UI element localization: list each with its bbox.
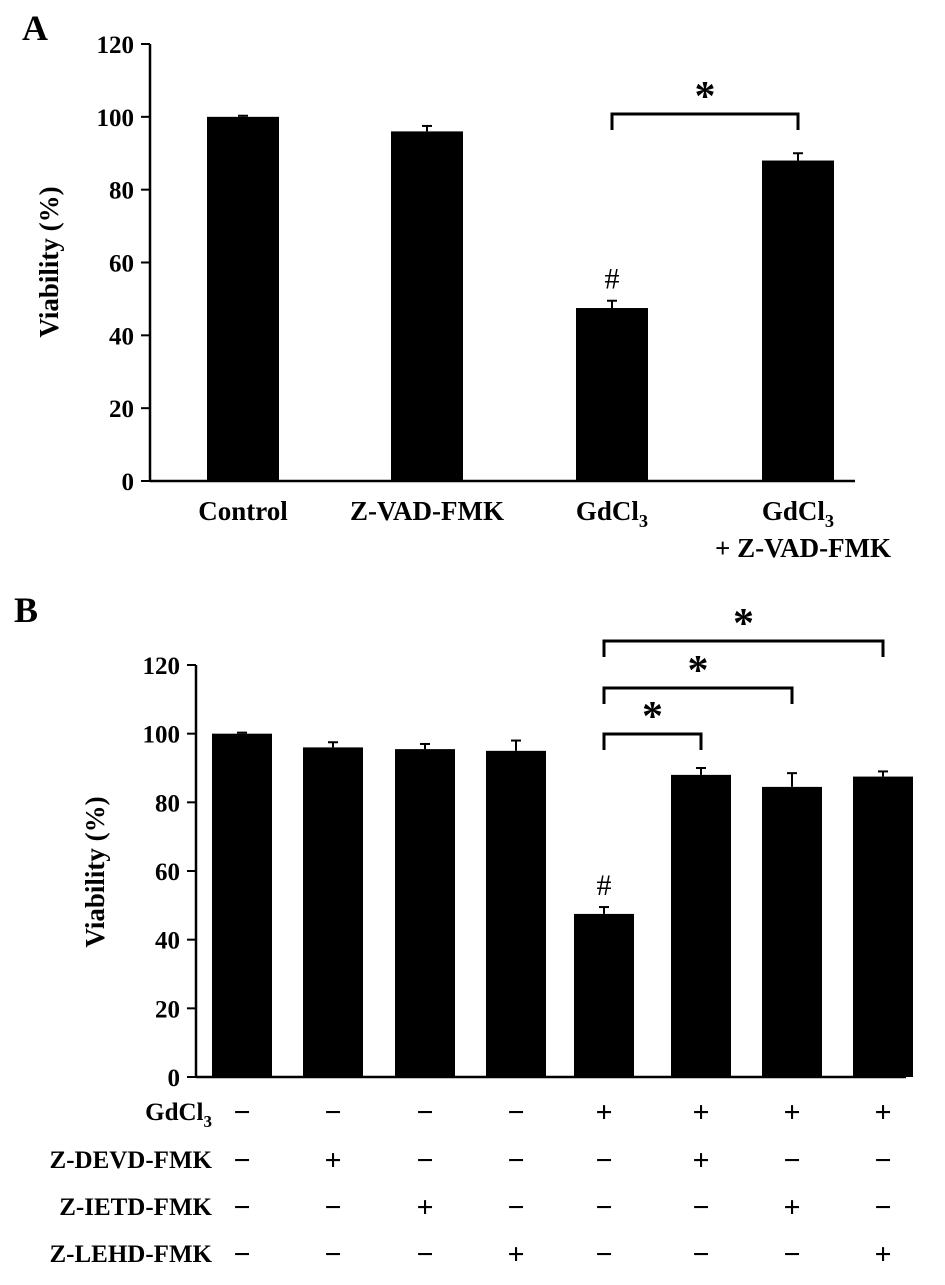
b-condition-sign: − <box>416 1096 433 1129</box>
a-category-label-line2: + Z-VAD-FMK <box>715 533 891 563</box>
b-condition-sign: + <box>783 1191 800 1224</box>
b-bar <box>574 913 634 1077</box>
b-condition-sign: − <box>595 1144 612 1177</box>
panel-a-bars <box>207 116 834 482</box>
b-condition-row-label: Z-LEHD-FMK <box>50 1241 213 1268</box>
a-bracket-asterisk: * <box>695 74 716 120</box>
a-y-tick-label: 60 <box>109 251 134 278</box>
a-category-label: Z-VAD-FMK <box>350 496 504 526</box>
b-comparison-bracket <box>602 639 885 657</box>
panel-a-chart: A Viability (%) 0 20 40 60 80 100 120 # * Cont… <box>22 8 891 563</box>
panel-b-error-bars <box>237 731 888 914</box>
b-condition-row-label: Z-IETD-FMK <box>59 1194 212 1221</box>
b-y-tick-label: 100 <box>143 722 181 749</box>
b-condition-sign: − <box>692 1191 709 1224</box>
b-y-tick-label: 120 <box>143 653 181 680</box>
b-condition-sign: − <box>324 1191 341 1224</box>
panel-a-error-bars <box>238 114 803 309</box>
panel-b-axes <box>194 665 906 1079</box>
b-condition-sign: + <box>507 1238 524 1271</box>
panel-a-letter: A <box>22 8 48 48</box>
b-y-tick-label: 60 <box>155 859 180 886</box>
a-y-tick-label: 40 <box>109 323 134 350</box>
panel-b-letter: B <box>14 590 38 630</box>
a-bar <box>576 308 648 481</box>
a-category-label: Control <box>198 496 288 526</box>
b-bar <box>212 733 272 1077</box>
b-condition-sign: − <box>233 1191 250 1224</box>
panel-b-y-axis-label: Viability (%) <box>80 796 110 947</box>
b-y-tick-label: 80 <box>155 790 180 817</box>
b-condition-row-label: GdCl3 <box>145 1099 212 1131</box>
a-y-tick-label: 80 <box>109 178 134 205</box>
b-condition-sign: − <box>692 1238 709 1271</box>
b-y-tick-label: 0 <box>168 1065 181 1092</box>
panel-a-markers: # <box>605 263 620 296</box>
b-condition-sign: − <box>783 1238 800 1271</box>
b-comparison-bracket <box>602 732 703 750</box>
panel-b-chart: B Viability (%) 0 20 40 60 80 100 120 # * * * Gd… <box>14 590 913 1271</box>
b-condition-sign: − <box>595 1238 612 1271</box>
panel-a-y-axis-label: Viability (%) <box>34 186 64 337</box>
b-condition-sign: − <box>233 1238 250 1271</box>
b-condition-sign: − <box>507 1096 524 1129</box>
b-condition-row-label: Z-DEVD-FMK <box>50 1147 213 1174</box>
b-condition-sign: − <box>507 1191 524 1224</box>
panel-b-bars <box>212 733 913 1077</box>
a-significance-marker: # <box>605 263 620 296</box>
b-condition-sign: + <box>416 1191 433 1224</box>
a-comparison-bracket <box>610 112 800 130</box>
b-condition-sign: − <box>783 1144 800 1177</box>
b-condition-sign: + <box>874 1238 891 1271</box>
b-condition-sign: + <box>783 1096 800 1129</box>
panel-a-category-labels: Control Z-VAD-FMK GdCl3 GdCl3+ Z-VAD-FMK <box>198 496 891 563</box>
b-y-tick-label: 20 <box>155 996 180 1023</box>
a-y-tick-label: 20 <box>109 396 134 423</box>
b-bar <box>486 750 546 1077</box>
b-bar <box>671 774 731 1077</box>
b-y-tick-label: 40 <box>155 928 180 955</box>
b-condition-sign: − <box>233 1096 250 1129</box>
b-condition-sign: − <box>233 1144 250 1177</box>
a-y-tick-label: 0 <box>122 469 135 496</box>
b-condition-sign: − <box>324 1238 341 1271</box>
panel-a-axes <box>148 44 855 483</box>
b-bar <box>303 747 363 1077</box>
a-bar <box>762 160 834 482</box>
b-bracket-asterisk: * <box>688 648 709 694</box>
b-condition-sign: − <box>874 1191 891 1224</box>
a-y-tick-label: 120 <box>97 32 135 59</box>
b-condition-sign: + <box>595 1096 612 1129</box>
b-condition-sign: + <box>874 1096 891 1129</box>
b-condition-sign: − <box>507 1144 524 1177</box>
panel-b-y-ticks: 0 20 40 60 80 100 120 <box>143 653 196 1092</box>
a-bar <box>391 131 463 481</box>
b-bar <box>762 786 822 1077</box>
a-category-label: GdCl3 <box>576 496 648 531</box>
b-bar <box>395 749 455 1077</box>
b-bar <box>853 776 913 1077</box>
panel-b-brackets: * * * <box>602 601 885 750</box>
b-condition-sign: + <box>692 1096 709 1129</box>
b-comparison-bracket <box>602 686 794 704</box>
b-bracket-asterisk: * <box>733 601 754 647</box>
b-condition-sign: − <box>874 1144 891 1177</box>
b-condition-sign: − <box>416 1144 433 1177</box>
panel-b-condition-table: GdCl3− − − − + + + +Z-DEVD-FMK − + − − − + − −Z-IETD-FM… <box>50 1096 892 1271</box>
b-condition-sign: − <box>324 1096 341 1129</box>
a-category-label: GdCl3 <box>762 496 834 531</box>
a-bar <box>207 116 279 481</box>
b-condition-sign: + <box>692 1144 709 1177</box>
panel-a-brackets: * <box>610 74 800 130</box>
panel-b-markers: # <box>597 869 612 902</box>
b-condition-sign: + <box>324 1144 341 1177</box>
a-y-tick-label: 100 <box>97 105 135 132</box>
b-significance-marker: # <box>597 869 612 902</box>
b-bracket-asterisk: * <box>642 694 663 740</box>
b-condition-sign: − <box>416 1238 433 1271</box>
panel-a-y-ticks: 0 20 40 60 80 100 120 <box>97 32 150 496</box>
b-condition-sign: − <box>595 1191 612 1224</box>
